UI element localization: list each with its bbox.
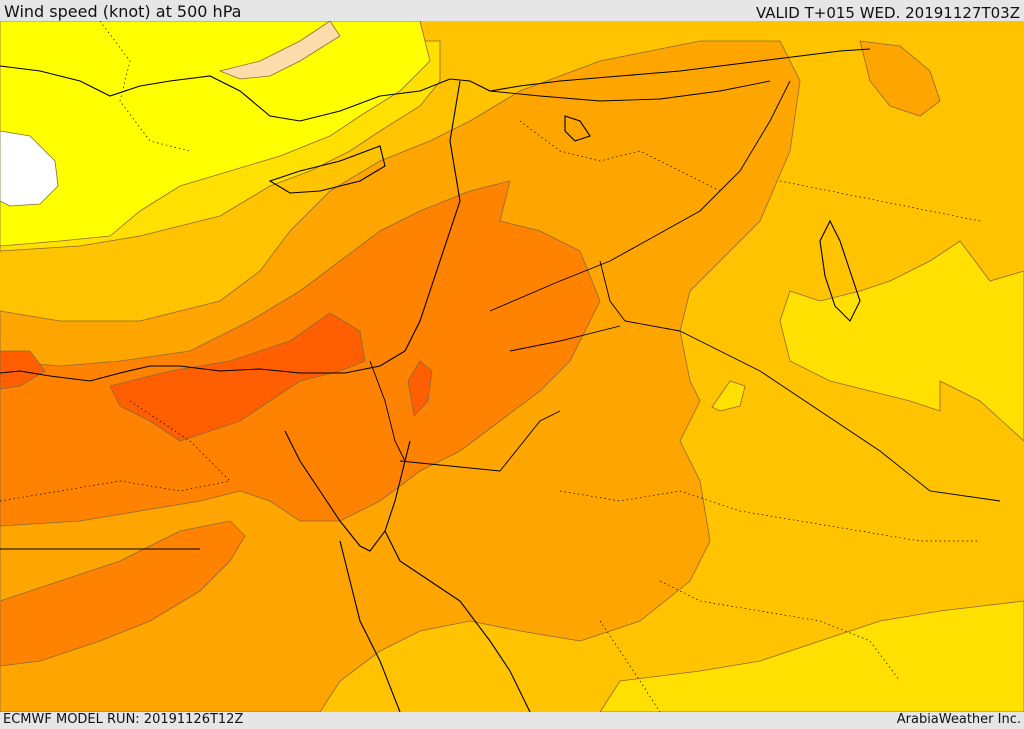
coastlines — [0, 48, 871, 712]
field-light-south — [599, 600, 1024, 712]
field-lowest — [0, 130, 59, 207]
country-borders — [0, 80, 1001, 550]
province-line-2 — [519, 120, 721, 192]
border-iraq-saudi — [679, 330, 1001, 502]
border-syria-turkey — [489, 80, 771, 102]
field-medium-high-ne — [859, 40, 941, 117]
field-pale-band — [218, 21, 341, 80]
map-title: Wind speed (knot) at 500 hPa — [4, 2, 242, 21]
coast-turkey-south — [0, 48, 871, 122]
field-light-east — [779, 240, 1024, 442]
coast-lake-van — [564, 115, 591, 142]
field-very-high-levant — [407, 360, 433, 417]
coast-cyprus — [268, 145, 386, 194]
valid-time: VALID T+015 WED. 20191127T03Z — [755, 4, 1020, 22]
field-light-patch — [711, 380, 746, 412]
border-egypt-israel — [369, 360, 406, 462]
map-canvas — [0, 21, 1024, 712]
border-saudi-jordan-2 — [399, 410, 561, 472]
border-syria-iraq — [599, 260, 681, 332]
province-line-6 — [659, 580, 901, 682]
coast-sinai-gulf — [284, 430, 411, 552]
coast-levant — [0, 80, 461, 382]
province-line-4 — [0, 480, 231, 502]
province-line-1 — [99, 21, 191, 152]
coast-red-sea — [339, 540, 401, 712]
footer-bar: ECMWF MODEL RUN: 20191126T12Z ArabiaWeat… — [0, 712, 1024, 729]
field-very-high-west — [0, 350, 46, 390]
province-borders — [0, 21, 981, 712]
credit: ArabiaWeather Inc. — [896, 712, 1021, 727]
header-bar: Wind speed (knot) at 500 hPa VALID T+015… — [0, 0, 1024, 22]
border-jordan-saudi — [509, 325, 621, 352]
province-line-8 — [599, 620, 661, 712]
border-jordan — [489, 80, 791, 312]
field-low-nw — [0, 21, 431, 247]
province-line-7 — [129, 400, 231, 482]
field-high-sw — [0, 520, 246, 667]
coast-red-sea-east — [384, 530, 531, 712]
wind-speed-map — [0, 21, 1024, 712]
field-very-high — [109, 312, 366, 442]
coast-caspian — [819, 219, 861, 322]
model-run: ECMWF MODEL RUN: 20191126T12Z — [3, 712, 244, 727]
